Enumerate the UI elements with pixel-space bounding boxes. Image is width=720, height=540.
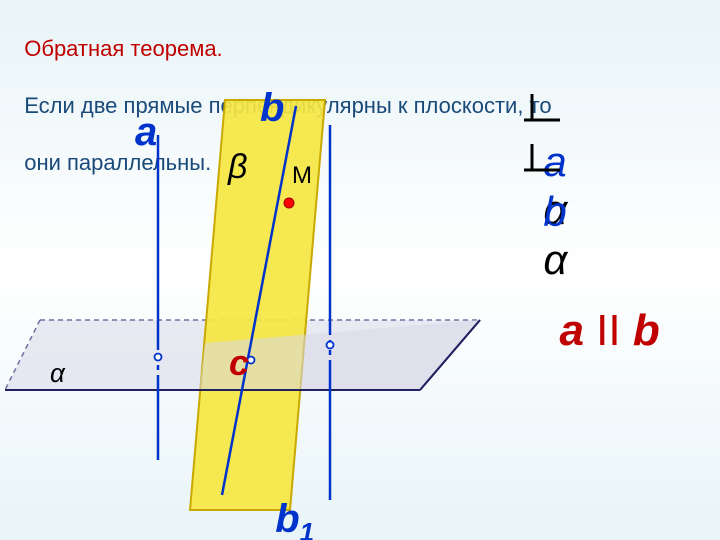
label-beta: β xyxy=(228,148,247,187)
label-a: a xyxy=(135,110,157,155)
label-b: b xyxy=(260,86,284,131)
point-m xyxy=(284,198,294,208)
label-alpha: α xyxy=(50,358,65,389)
label-b1: b1 xyxy=(253,452,314,540)
label-c: c xyxy=(229,342,249,384)
label-m: M xyxy=(292,162,312,190)
conclusion: a II b xyxy=(535,256,660,356)
